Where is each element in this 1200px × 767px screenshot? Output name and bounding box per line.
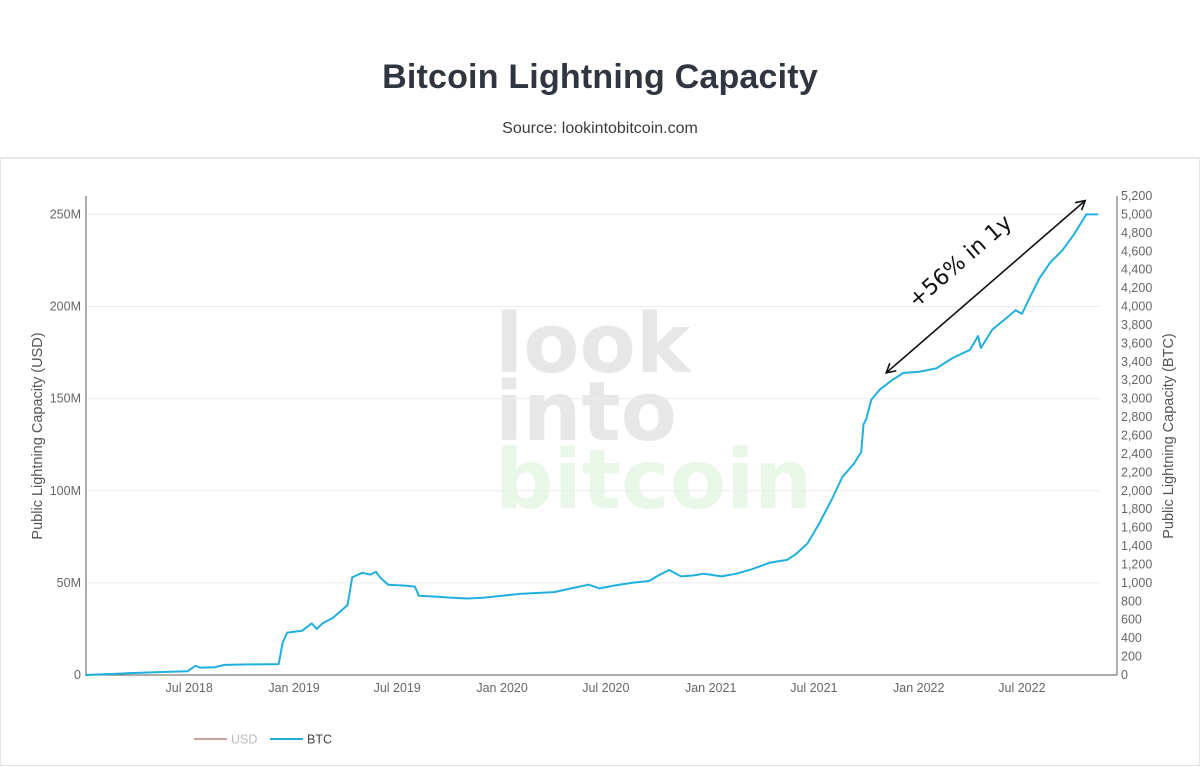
annotation: +56% in 1y: [885, 199, 1087, 374]
left-axis-title: Public Lightning Capacity (USD): [30, 332, 46, 539]
right-tick-label: 2,800: [1121, 410, 1152, 424]
x-tick-label: Jan 2021: [685, 681, 736, 695]
right-tick-label: 1,200: [1121, 557, 1152, 571]
watermark-bitcoin: bitcoin: [495, 433, 812, 528]
right-tick-label: 200: [1121, 650, 1142, 664]
legend-label: BTC: [307, 733, 332, 747]
x-tick-label: Jan 2022: [893, 681, 944, 695]
right-tick-label: 3,800: [1121, 318, 1152, 332]
legend-item-usd[interactable]: USD: [194, 733, 257, 747]
chart[interactable]: look into bitcoin 0 50M 100M 150M 200M 250M 0…: [1, 159, 1199, 765]
left-tick-label: 250M: [50, 207, 81, 221]
right-tick-label: 2,600: [1121, 429, 1152, 443]
right-tick-label: 600: [1121, 613, 1142, 627]
right-tick-label: 3,200: [1121, 373, 1152, 387]
right-tick-label: 1,800: [1121, 502, 1152, 516]
x-tick-label: Jul 2020: [582, 681, 629, 695]
right-tick-label: 5,200: [1121, 189, 1152, 203]
legend[interactable]: USD BTC: [194, 733, 332, 747]
x-tick-label: Jul 2018: [166, 681, 213, 695]
page-subtitle: Source: lookintobitcoin.com: [502, 120, 698, 137]
right-tick-label: 1,400: [1121, 539, 1152, 553]
axes: [85, 196, 1118, 676]
right-tick-label: 4,000: [1121, 300, 1152, 314]
legend-item-btc[interactable]: BTC: [270, 733, 332, 747]
right-tick-label: 3,600: [1121, 336, 1152, 350]
right-tick-label: 1,000: [1121, 576, 1152, 590]
annotation-label: +56% in 1y: [904, 210, 1017, 313]
header: Bitcoin Lightning Capacity Source: looki…: [0, 0, 1200, 157]
left-tick-label: 150M: [50, 392, 81, 406]
right-tick-label: 3,400: [1121, 355, 1152, 369]
x-axis-ticks: Jul 2018 Jan 2019 Jul 2019 Jan 2020 Jul 2020…: [166, 681, 1046, 695]
right-tick-label: 4,200: [1121, 281, 1152, 295]
x-tick-label: Jan 2020: [476, 681, 527, 695]
left-tick-label: 100M: [50, 484, 81, 498]
x-tick-label: Jul 2022: [998, 681, 1045, 695]
x-tick-label: Jul 2021: [790, 681, 837, 695]
legend-label: USD: [231, 733, 257, 747]
right-axis-ticks: 0 200 400 600 800 1,000 1,200 1,400 1,600 1,800 2,…: [1121, 189, 1152, 682]
left-axis-ticks: 0 50M 100M 150M 200M 250M: [50, 207, 81, 682]
left-tick-label: 0: [74, 668, 81, 682]
chart-container: look into bitcoin 0 50M 100M 150M 200M 250M 0…: [0, 159, 1200, 766]
header-divider: [0, 157, 1200, 159]
right-tick-label: 800: [1121, 594, 1142, 608]
right-tick-label: 1,600: [1121, 521, 1152, 535]
right-tick-label: 2,200: [1121, 465, 1152, 479]
watermark: look into bitcoin: [495, 297, 812, 528]
left-tick-label: 200M: [50, 300, 81, 314]
right-tick-label: 0: [1121, 668, 1128, 682]
right-axis-title: Public Lightning Capacity (BTC): [1161, 333, 1177, 539]
x-tick-label: Jul 2019: [374, 681, 421, 695]
right-tick-label: 4,800: [1121, 226, 1152, 240]
right-tick-label: 4,400: [1121, 263, 1152, 277]
page-title: Bitcoin Lightning Capacity: [382, 58, 818, 96]
annotation-arrow: [885, 199, 1087, 374]
right-tick-label: 400: [1121, 631, 1142, 645]
right-tick-label: 5,000: [1121, 207, 1152, 221]
left-tick-label: 50M: [57, 576, 81, 590]
right-tick-label: 2,400: [1121, 447, 1152, 461]
watermark-look: look: [495, 297, 693, 392]
right-tick-label: 4,600: [1121, 244, 1152, 258]
x-tick-label: Jan 2019: [268, 681, 319, 695]
watermark-into: into: [495, 365, 677, 460]
right-tick-label: 3,000: [1121, 392, 1152, 406]
right-tick-label: 2,000: [1121, 484, 1152, 498]
